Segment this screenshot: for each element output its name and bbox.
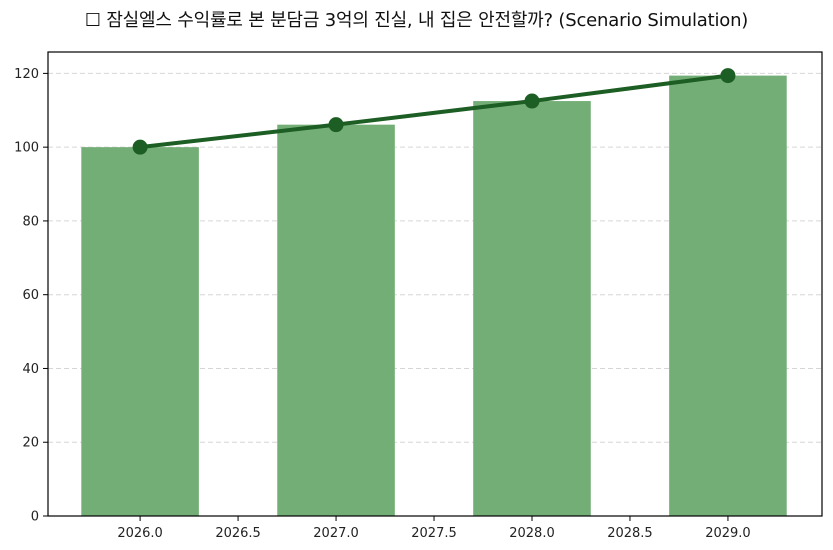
data-point-2029 <box>720 68 736 84</box>
x-tick-label: 2027.5 <box>411 526 457 541</box>
plot-frame <box>47 51 823 517</box>
x-tick-label: 2027.0 <box>313 526 359 541</box>
y-tick-label: 40 <box>22 362 39 377</box>
chart-title: ☐ 잠실엘스 수익률로 본 분담금 3억의 진실, 내 집은 안전할까? (Sc… <box>84 10 749 31</box>
y-tick-label: 120 <box>14 67 39 82</box>
data-point-2028 <box>524 93 540 109</box>
x-tick-label: 2026.0 <box>117 526 163 541</box>
bar-2029 <box>669 75 787 517</box>
bar-2028 <box>473 101 591 517</box>
x-tick-label: 2029.0 <box>705 526 751 541</box>
x-tick-label: 2028.5 <box>607 526 653 541</box>
bar-2027 <box>277 124 395 516</box>
y-tick-label: 100 <box>14 141 39 156</box>
y-tick-label: 0 <box>31 510 39 525</box>
x-tick-label: 2026.5 <box>215 526 261 541</box>
trend-line <box>139 73 729 150</box>
data-point-2027 <box>328 117 344 133</box>
bar-2026 <box>81 147 199 516</box>
y-tick-label: 20 <box>22 436 39 451</box>
data-point-2026 <box>132 139 148 155</box>
y-tick-label: 80 <box>22 214 39 229</box>
y-tick-label: 60 <box>22 288 39 303</box>
x-tick-label: 2028.0 <box>509 526 555 541</box>
